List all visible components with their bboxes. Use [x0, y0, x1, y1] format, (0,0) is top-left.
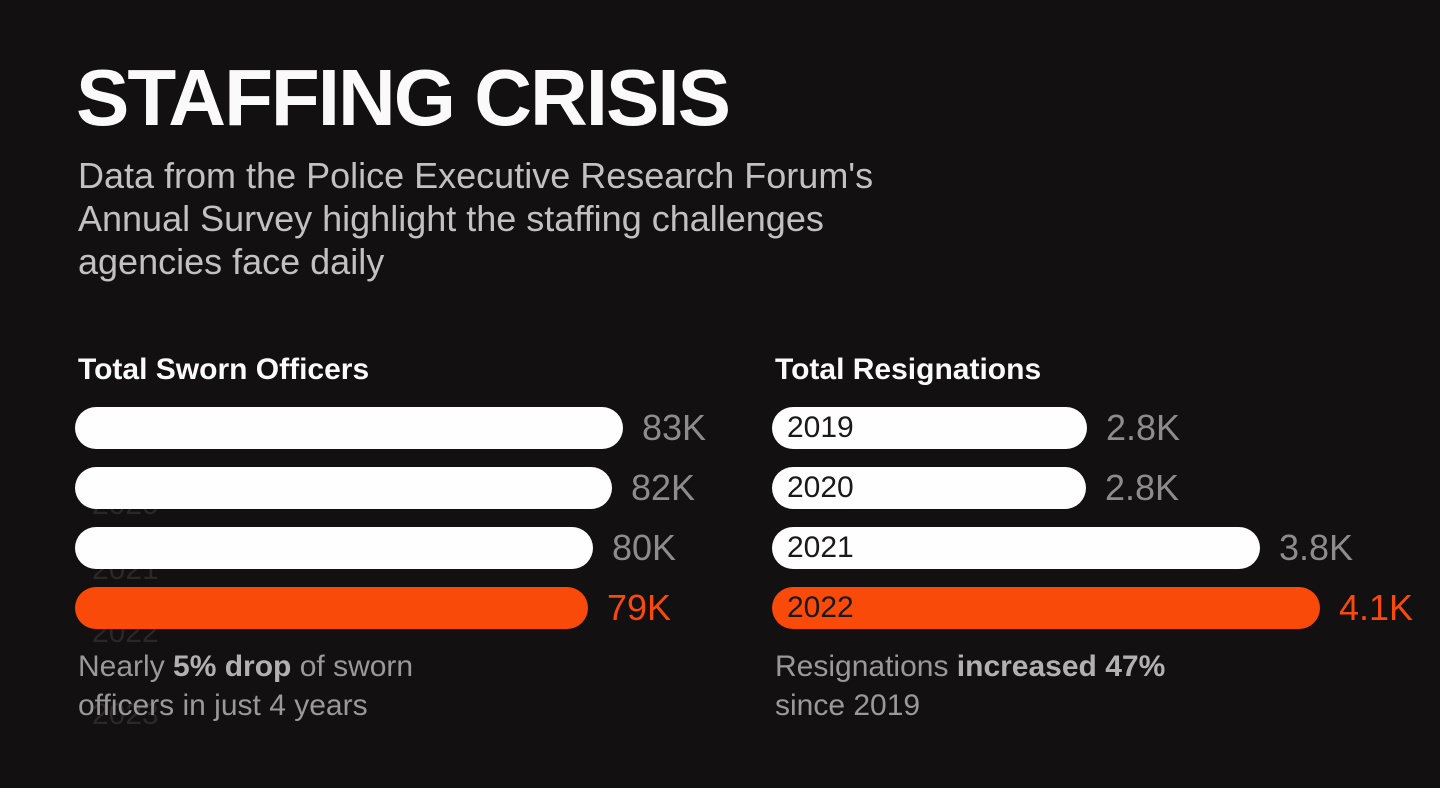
bar-year-label: 2022	[787, 591, 854, 624]
chart-title: Total Sworn Officers	[78, 353, 370, 386]
page-title: STAFFING CRISIS	[76, 53, 731, 142]
bar-group: 83K 82K 80K 79K	[75, 407, 775, 629]
bar-row: 2019 2.8K	[772, 407, 1432, 449]
bar: 2021	[772, 527, 1260, 569]
page-subtitle: Data from the Police Executive Research …	[78, 154, 873, 283]
caption-text: since 2019	[775, 689, 921, 722]
bar: 2019	[772, 407, 1087, 449]
caption-emphasis: increased 47%	[956, 650, 1166, 683]
bar-row: 79K	[75, 587, 775, 629]
bar-highlighted: 2022	[772, 587, 1320, 629]
bar-value-label: 79K	[607, 587, 672, 628]
caption-emphasis: 5% drop	[173, 650, 292, 683]
bar-value-label: 3.8K	[1279, 527, 1354, 568]
bar-row: 82K	[75, 467, 775, 509]
resignations-chart: Total Resignations 2019 2.8K 2020 2.8K 2…	[772, 352, 1432, 725]
chart-caption: Resignations increased 47% since 2019	[775, 647, 1432, 725]
bar	[75, 527, 593, 569]
bar-year-label: 2019	[787, 411, 854, 444]
subtitle-line: Data from the Police Executive Research …	[78, 155, 874, 196]
caption-text: Nearly	[78, 650, 174, 683]
bar-row: 2022 4.1K	[772, 587, 1432, 629]
bar-group: 2019 2.8K 2020 2.8K 2021 3.8K 2022	[772, 407, 1432, 629]
bar	[75, 467, 612, 509]
subtitle-line: agencies face daily	[78, 241, 385, 282]
bar	[75, 407, 623, 449]
caption-text: Resignations	[775, 650, 957, 683]
bar-year-label: 2021	[787, 531, 854, 564]
bar-row: 80K	[75, 527, 775, 569]
subtitle-line: Annual Survey highlight the staffing cha…	[78, 198, 824, 239]
bar-year-label: 2020	[787, 471, 854, 504]
bar-value-label: 82K	[631, 467, 696, 508]
ghost-year-label: 2023	[92, 698, 159, 731]
chart-caption: Nearly 5% drop of sworn officers in just …	[78, 647, 775, 725]
caption-text: officers in just 4 years	[78, 689, 368, 722]
bar: 2020	[772, 467, 1086, 509]
bar-row: 2020 2.8K	[772, 467, 1432, 509]
bar-value-label: 80K	[612, 527, 677, 568]
bar-highlighted	[75, 587, 588, 629]
chart-title: Total Resignations	[775, 353, 1042, 386]
bar-value-label: 2.8K	[1105, 467, 1180, 508]
bar-value-label: 2.8K	[1106, 407, 1181, 448]
bar-row: 83K	[75, 407, 775, 449]
bar-row: 2021 3.8K	[772, 527, 1432, 569]
bar-value-label: 4.1K	[1339, 587, 1414, 628]
bar-value-label: 83K	[642, 407, 707, 448]
sworn-officers-chart: Total Sworn Officers 83K 82K 80K 79K Nea…	[75, 352, 775, 725]
caption-text: of sworn	[291, 650, 414, 683]
